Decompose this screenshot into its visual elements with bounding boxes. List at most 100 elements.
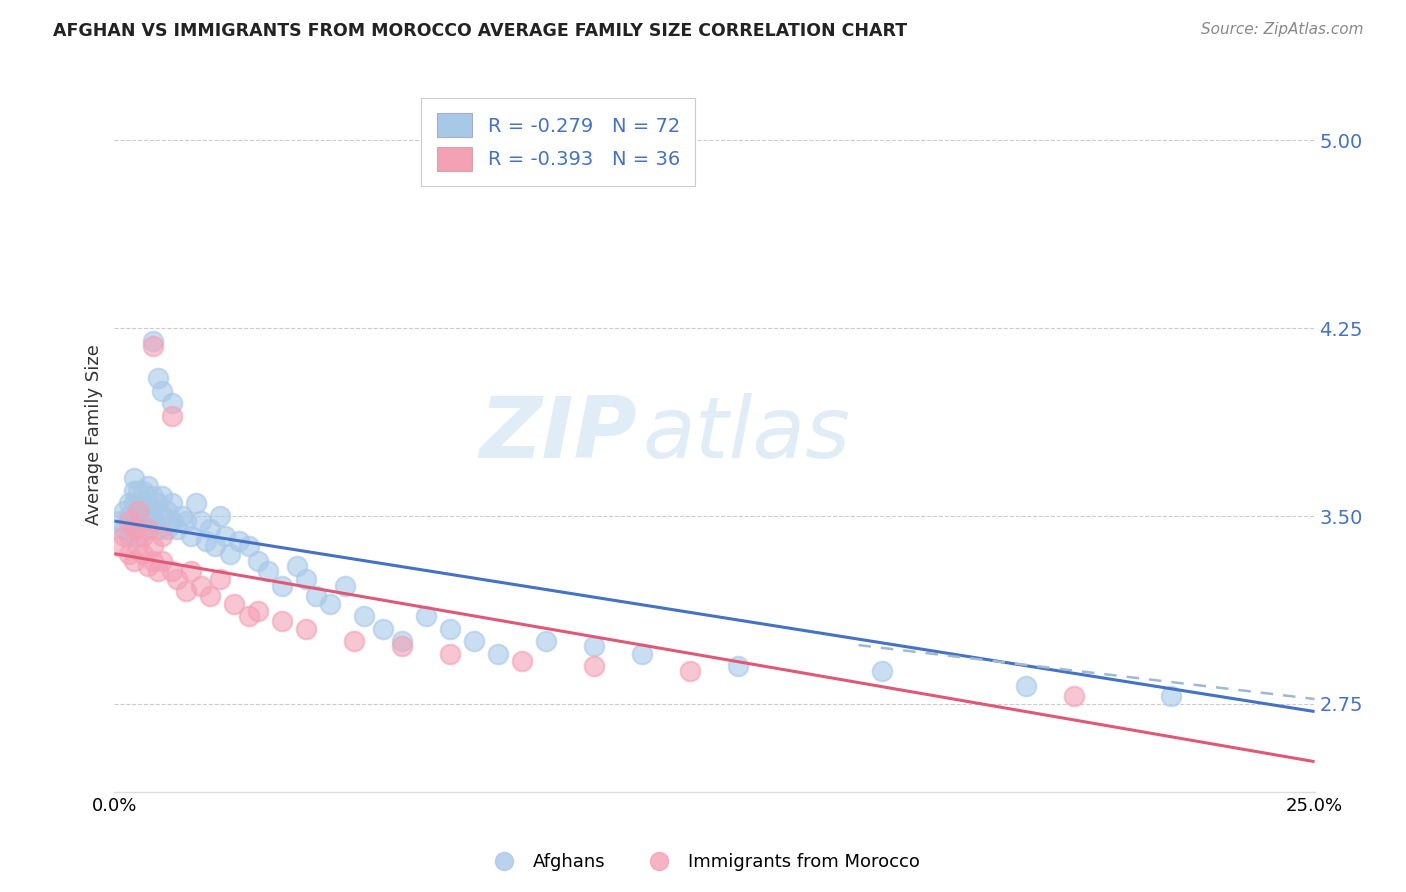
Point (142, 554, 165, 568)
Point (1015, 680, 1038, 694)
Point (208, 572, 231, 586)
Point (228, 534, 250, 549)
Point (204, 539, 226, 553)
Point (415, 609, 437, 624)
Point (343, 634, 366, 648)
Point (132, 504, 155, 518)
Point (190, 579, 212, 593)
Point (536, 634, 558, 648)
Point (727, 659, 749, 673)
Point (160, 564, 183, 578)
Point (391, 640, 413, 654)
Point (160, 514, 183, 528)
Point (156, 504, 179, 518)
Point (127, 496, 149, 510)
Point (214, 529, 236, 543)
Point (132, 514, 155, 528)
Point (160, 496, 183, 510)
Point (118, 529, 141, 543)
Point (127, 508, 149, 523)
Point (176, 584, 198, 599)
Point (132, 483, 155, 498)
Point (127, 504, 149, 518)
Point (271, 579, 294, 593)
Point (160, 409, 183, 423)
Text: AFGHAN VS IMMIGRANTS FROM MOROCCO AVERAGE FAMILY SIZE CORRELATION CHART: AFGHAN VS IMMIGRANTS FROM MOROCCO AVERAG… (53, 22, 907, 40)
Point (112, 529, 135, 543)
Legend: Afghans, Immigrants from Morocco: Afghans, Immigrants from Morocco (478, 847, 928, 879)
Point (122, 471, 145, 485)
Point (127, 539, 149, 553)
Point (238, 609, 260, 624)
Point (132, 529, 155, 543)
Point (180, 564, 202, 578)
Point (353, 609, 375, 624)
Point (247, 554, 270, 568)
Point (118, 496, 141, 510)
Point (132, 496, 155, 510)
Point (142, 514, 165, 528)
Point (152, 489, 174, 503)
Point (238, 539, 260, 553)
Point (146, 564, 169, 578)
Point (136, 496, 159, 510)
Point (122, 522, 145, 536)
Point (142, 338, 165, 352)
Point (152, 529, 174, 543)
Point (295, 572, 318, 586)
Point (118, 547, 141, 561)
Point (190, 514, 212, 528)
Point (122, 554, 145, 568)
Point (180, 529, 202, 543)
Y-axis label: Average Family Size: Average Family Size (86, 344, 103, 525)
Point (184, 496, 207, 510)
Point (122, 483, 145, 498)
Point (152, 508, 174, 523)
Point (247, 604, 270, 618)
Point (136, 559, 159, 574)
Text: Source: ZipAtlas.com: Source: ZipAtlas.com (1201, 22, 1364, 37)
Point (176, 514, 198, 528)
Point (872, 665, 894, 679)
Point (142, 334, 165, 348)
Point (373, 622, 395, 636)
Point (512, 654, 534, 668)
Point (285, 559, 308, 574)
Point (488, 647, 510, 661)
Point (1160, 690, 1182, 704)
Legend: R = -0.279   N = 72, R = -0.393   N = 36: R = -0.279 N = 72, R = -0.393 N = 36 (422, 98, 696, 186)
Point (122, 514, 145, 528)
Point (136, 479, 159, 493)
Point (1063, 690, 1085, 704)
Point (118, 514, 141, 528)
Point (142, 539, 165, 553)
Point (679, 665, 702, 679)
Point (127, 483, 149, 498)
Point (136, 522, 159, 536)
Point (108, 539, 131, 553)
Point (146, 371, 169, 385)
Point (108, 514, 131, 528)
Point (118, 508, 141, 523)
Point (152, 384, 174, 398)
Point (583, 640, 606, 654)
Text: ZIP: ZIP (479, 393, 637, 476)
Point (166, 572, 188, 586)
Point (200, 522, 222, 536)
Point (583, 659, 606, 673)
Point (208, 508, 231, 523)
Point (156, 522, 179, 536)
Point (170, 508, 193, 523)
Point (295, 622, 318, 636)
Point (218, 547, 240, 561)
Point (271, 615, 294, 629)
Point (200, 589, 222, 603)
Point (391, 634, 413, 648)
Point (127, 529, 149, 543)
Point (136, 508, 159, 523)
Point (439, 647, 461, 661)
Point (152, 554, 174, 568)
Point (122, 496, 145, 510)
Point (132, 547, 155, 561)
Point (112, 522, 135, 536)
